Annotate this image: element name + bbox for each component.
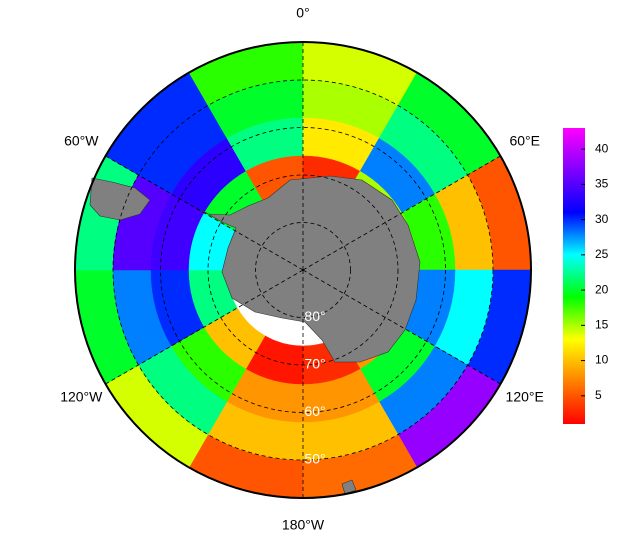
longitude-label: 180°W — [282, 517, 325, 533]
meridian-line — [302, 269, 501, 385]
colorbar-label: 30 — [595, 212, 609, 226]
south-america — [89, 177, 151, 221]
colorbar-label: 10 — [595, 353, 609, 367]
map-border — [74, 41, 532, 499]
longitude-label: 120°W — [60, 389, 103, 405]
colorbar-label: 15 — [595, 318, 609, 332]
meridian-line — [302, 155, 501, 271]
latitude-line — [112, 79, 494, 461]
longitude-label: 60°W — [64, 133, 99, 149]
latitude-line — [255, 222, 351, 318]
meridian-line — [105, 269, 304, 385]
land — [89, 175, 421, 495]
island — [341, 479, 357, 495]
latitude-label: 50° — [304, 451, 325, 467]
colorbar-label: 25 — [595, 247, 609, 261]
longitude-label: 120°E — [506, 389, 544, 405]
longitude-label: 0° — [296, 5, 309, 21]
colorbar-label: 35 — [595, 177, 609, 191]
meridian-line — [105, 155, 304, 271]
latitude-label: 70° — [304, 356, 325, 372]
latitude-label: 80° — [304, 308, 325, 324]
colorbar-label: 40 — [595, 141, 609, 155]
colorbar-label: 5 — [595, 388, 602, 402]
longitude-label: 60°E — [509, 133, 540, 149]
latitude-line — [160, 127, 446, 413]
colorbar-label: 20 — [595, 282, 609, 296]
antarctica — [194, 175, 421, 363]
colorbar — [563, 128, 585, 424]
latitude-label: 60° — [304, 403, 325, 419]
